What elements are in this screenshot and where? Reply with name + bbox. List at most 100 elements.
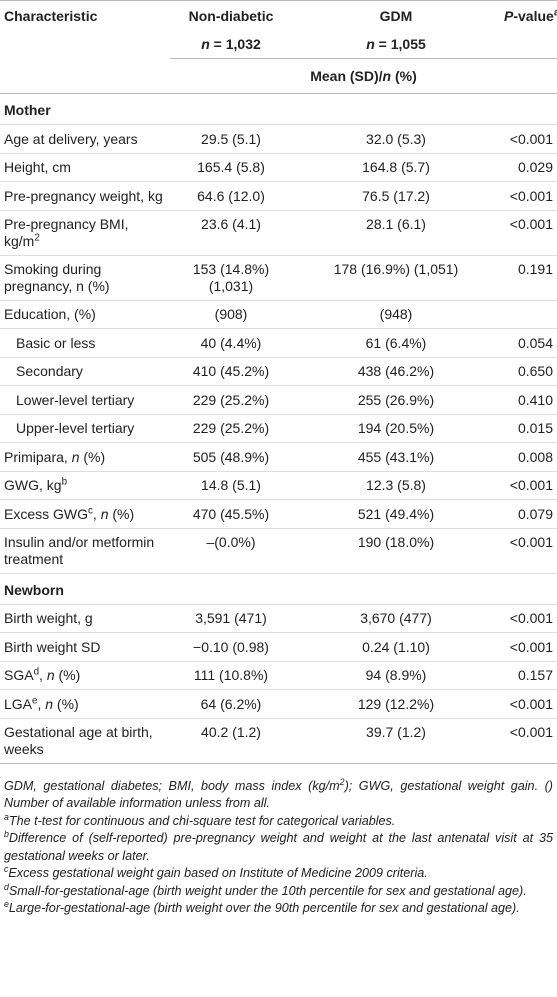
text: 0.079 [517, 505, 553, 522]
cell: 40.2 (1.2) [170, 717, 292, 764]
cell: 0.054 [500, 328, 557, 357]
cell: 0.650 [500, 356, 557, 386]
text: Smoking during pregnancy, n (%) [4, 261, 110, 294]
text: 0.650 [517, 363, 553, 379]
text: Small-for-gestational-age (birth weight … [8, 883, 527, 898]
subheader: Mean (SD)/n (%) [170, 57, 557, 94]
footnote: eLarge-for-gestational-age (birth weight… [4, 899, 553, 918]
text: b [4, 828, 9, 839]
row-label: Pre-pregnancy weight, kg [0, 181, 170, 210]
row-label: Height, cm [0, 152, 170, 182]
text: <0.001 [509, 724, 553, 740]
cell: 32.0 (5.3) [292, 124, 500, 153]
text: Excess GWG [4, 505, 89, 522]
text: , [37, 695, 46, 712]
data-row: LGAe, n (%) 64 (6.2%) 129 (12.2%) <0.001 [0, 689, 557, 718]
text: Basic or less [16, 334, 96, 351]
text: 111 (10.8%) [193, 667, 269, 683]
text: n [201, 35, 210, 52]
footnote: GDM, gestational diabetes; BMI, body mas… [4, 777, 554, 813]
cell [500, 30, 557, 58]
cell: 28.1 (6.1) [292, 209, 500, 255]
cell: 0.079 [500, 499, 557, 528]
header-row: Mean (SD)/n (%) [0, 57, 557, 94]
row-label: Excess GWGc, n (%) [0, 499, 170, 528]
text: Birth weight SD [4, 638, 101, 655]
text: 164.8 (5.7) [362, 159, 430, 175]
text: Excess gestational weight gain based on … [8, 866, 428, 880]
cell: 39.7 (1.2) [292, 717, 500, 764]
text: <0.001 [509, 130, 553, 147]
text: 40.2 (1.2) [201, 724, 261, 740]
text: SGA [4, 667, 34, 683]
text: Birth weight, g [4, 610, 93, 626]
text: 410 (45.2%) [192, 363, 270, 379]
cell: 111 (10.8%) [170, 660, 292, 690]
text: –(0.0%) [206, 534, 256, 550]
data-row: SGAd, n (%) 111 (10.8%) 94 (8.9%) 0.157 [0, 660, 557, 690]
text: -value [513, 8, 554, 24]
cell: 438 (46.2%) [292, 356, 500, 386]
text: (%) [79, 448, 106, 465]
data-row: Insulin and/or metformin treatment –(0.0%… [0, 527, 557, 573]
text: 153 (14.8%) (1,031) [192, 261, 270, 294]
cell: 64.6 (12.0) [170, 181, 292, 210]
cell: –(0.0%) [170, 527, 292, 573]
section-row: Newborn [0, 572, 557, 604]
data-row: Secondary 410 (45.2%) 438 (46.2%) 0.650 [0, 356, 557, 386]
text: (908) [214, 306, 248, 322]
cell: 190 (18.0%) [292, 527, 500, 573]
text: c [4, 863, 9, 874]
text: 0.054 [517, 334, 553, 351]
cell: 0.029 [500, 152, 557, 182]
cell: 229 (25.2%) [170, 385, 292, 414]
text: 3,591 (471) [195, 610, 267, 626]
text: Non-diabetic [188, 8, 274, 24]
cell: 165.4 (5.8) [170, 152, 292, 182]
text: Secondary [16, 363, 83, 379]
data-row: Age at delivery, years 29.5 (5.1) 32.0 (5.… [0, 124, 557, 153]
text: e [32, 694, 38, 706]
text: 0.157 [517, 667, 553, 683]
row-label: Smoking during pregnancy, n (%) [0, 254, 170, 300]
cell: 178 (16.9%) (1,051) [292, 254, 500, 300]
text: 29.5 (5.1) [201, 130, 261, 147]
section-title: Mother [0, 94, 557, 125]
text: <0.001 [509, 638, 553, 655]
data-row: Education, (%) (908) (948) [0, 299, 557, 329]
cell: 194 (20.5%) [292, 413, 500, 443]
cell: <0.001 [500, 689, 557, 718]
cell [500, 299, 557, 329]
footnote: dSmall-for-gestational-age (birth weight… [4, 881, 553, 901]
text: 28.1 (6.1) [366, 216, 426, 232]
text: n [100, 505, 109, 522]
column-header: GDM [292, 0, 500, 30]
text: 76.5 (17.2) [362, 187, 430, 204]
footnote: aThe t-test for continuous and chi-squar… [4, 812, 553, 831]
cell: 0.191 [500, 254, 557, 300]
text: <0.001 [509, 695, 553, 712]
data-row: GWG, kgb 14.8 (5.1) 12.3 (5.8) <0.001 [0, 470, 557, 500]
cell: 470 (45.5%) [170, 499, 292, 528]
data-row: Smoking during pregnancy, n (%) 153 (14.8… [0, 254, 557, 300]
text: d [4, 881, 9, 892]
data-row: Upper-level tertiary 229 (25.2%) 194 (20.5… [0, 413, 557, 443]
text: Difference of (self-reported) pre-pregna… [4, 831, 553, 863]
text: 129 (12.2%) [357, 695, 435, 712]
cell: 0.24 (1.10) [292, 632, 500, 661]
cell: 0.410 [500, 385, 557, 414]
cell: 12.3 (5.8) [292, 470, 500, 500]
cell: −0.10 (0.98) [170, 632, 292, 661]
cell: 0.157 [500, 660, 557, 690]
text: 0.191 [517, 261, 553, 277]
data-row: Basic or less 40 (4.4%) 61 (6.4%) 0.054 [0, 328, 557, 357]
text: 94 (8.9%) [365, 667, 427, 683]
cell: 255 (26.9%) [292, 385, 500, 414]
cell: 410 (45.2%) [170, 356, 292, 386]
text: 229 (25.2%) [192, 391, 270, 408]
cell [0, 30, 170, 58]
text: ); GWG, gestational weight gain. () Numb… [4, 778, 554, 811]
row-label: Pre-pregnancy BMI, kg/m2 [0, 209, 170, 255]
data-row: Pre-pregnancy weight, kg 64.6 (12.0) 76.5 … [0, 181, 557, 210]
text: n [366, 35, 375, 52]
